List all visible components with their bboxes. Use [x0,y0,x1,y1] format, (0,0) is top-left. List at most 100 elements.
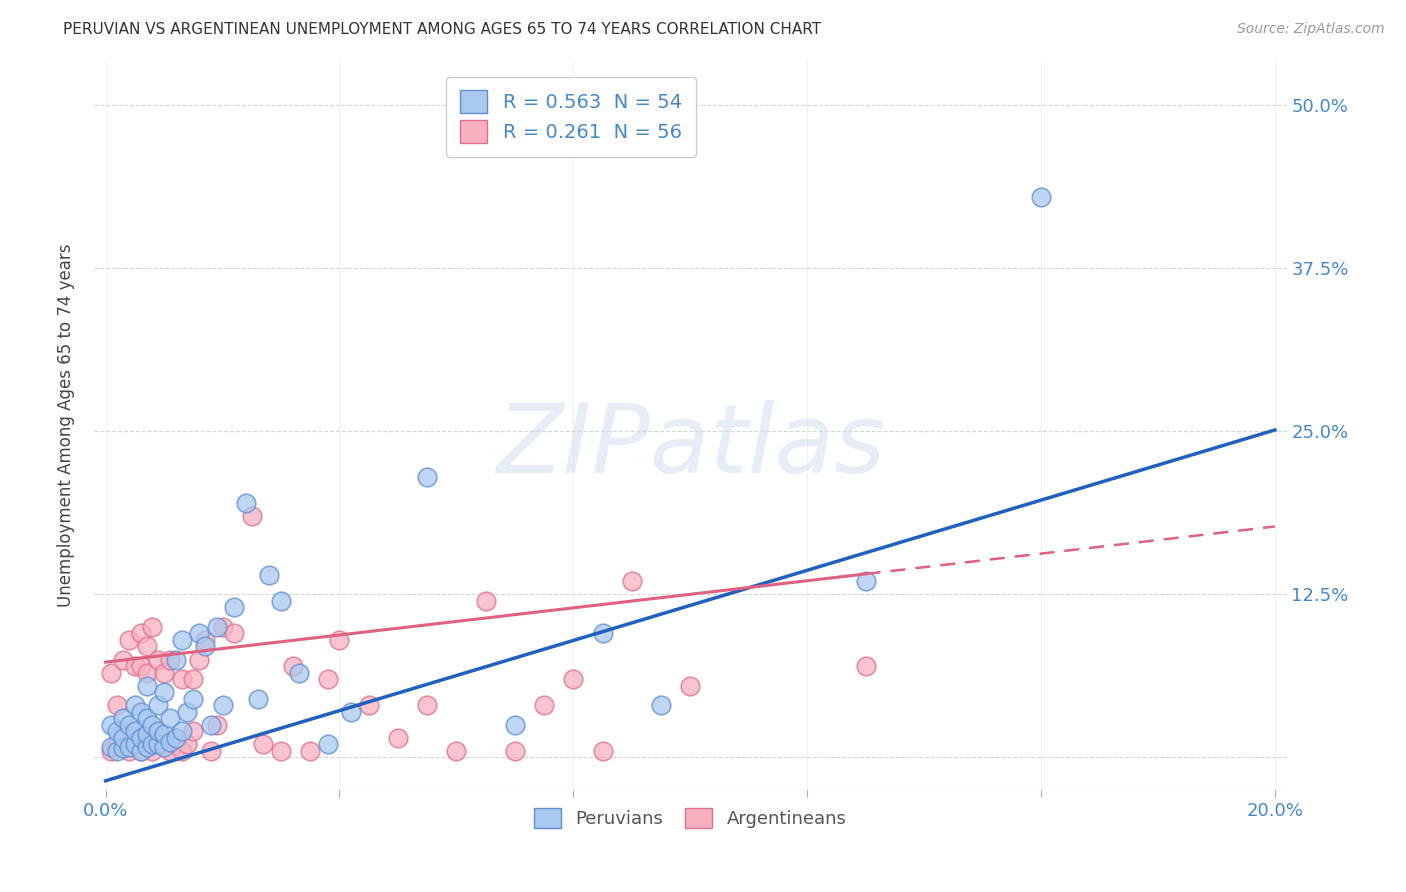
Point [118,739,141,754]
Point [592,626,614,640]
Point [316,737,339,751]
Point [118,632,141,647]
Point [200,744,222,758]
Point [170,632,193,647]
Point [135,679,157,693]
Point [124,731,146,745]
Point [270,594,292,608]
Point [112,724,135,739]
Point [129,731,152,745]
Point [118,717,141,731]
Point [224,626,246,640]
Point [135,640,157,654]
Point [176,705,198,719]
Point [340,705,363,719]
Point [211,620,233,634]
Point [194,640,217,654]
Point [176,737,198,751]
Point [159,734,181,748]
Point [165,731,187,745]
Point [592,744,614,758]
Point [105,698,128,713]
Point [205,620,228,634]
Point [112,741,135,756]
Point [148,737,170,751]
Point [153,737,176,751]
Point [1029,189,1052,203]
Point [235,496,257,510]
Point [148,652,170,666]
Point [100,717,122,731]
Text: ZIPatlas: ZIPatlas [496,401,884,493]
Point [287,665,309,680]
Point [153,739,176,754]
Point [100,665,122,680]
Point [259,567,281,582]
Point [135,727,157,741]
Point [129,659,152,673]
Point [211,698,233,713]
Point [100,744,122,758]
Point [165,652,187,666]
Point [112,652,135,666]
Point [562,672,585,686]
Point [129,744,152,758]
Point [124,698,146,713]
Point [141,737,163,751]
Point [135,665,157,680]
Point [153,727,176,741]
Point [135,731,157,745]
Point [105,737,128,751]
Point [135,739,157,754]
Point [503,717,526,731]
Point [679,679,702,693]
Point [124,724,146,739]
Point [170,672,193,686]
Point [357,698,380,713]
Point [181,672,204,686]
Point [118,744,141,758]
Point [194,632,217,647]
Point [533,698,555,713]
Point [100,739,122,754]
Point [299,744,322,758]
Point [474,594,496,608]
Point [188,626,211,640]
Point [240,509,263,524]
Point [252,737,274,751]
Point [855,574,877,589]
Point [503,744,526,758]
Point [112,731,135,745]
Point [148,724,170,739]
Point [246,691,269,706]
Point [141,717,163,731]
Point [141,744,163,758]
Text: PERUVIAN VS ARGENTINEAN UNEMPLOYMENT AMONG AGES 65 TO 74 YEARS CORRELATION CHART: PERUVIAN VS ARGENTINEAN UNEMPLOYMENT AMO… [63,22,821,37]
Point [181,691,204,706]
Point [148,698,170,713]
Point [165,731,187,745]
Point [270,744,292,758]
Point [446,744,468,758]
Legend: Peruvians, Argentineans: Peruvians, Argentineans [527,800,853,836]
Point [135,711,157,725]
Point [129,705,152,719]
Point [200,717,222,731]
Point [416,470,439,484]
Point [153,685,176,699]
Point [159,711,181,725]
Point [159,744,181,758]
Point [124,659,146,673]
Point [650,698,672,713]
Point [129,626,152,640]
Point [387,731,409,745]
Point [112,739,135,754]
Point [112,711,135,725]
Point [148,724,170,739]
Point [181,724,204,739]
Point [129,744,152,758]
Point [188,652,211,666]
Point [170,724,193,739]
Point [205,717,228,731]
Point [328,632,350,647]
